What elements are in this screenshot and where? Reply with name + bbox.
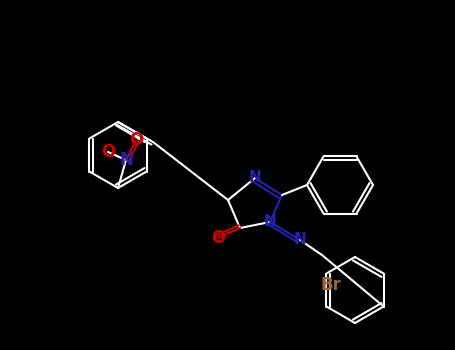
Text: O: O [211,229,225,247]
Text: N: N [263,215,276,230]
Text: Br: Br [321,276,342,294]
Text: O: O [129,131,143,149]
Text: N: N [119,151,133,169]
Text: N: N [293,232,306,247]
Text: O: O [101,143,115,161]
Text: N: N [248,170,261,186]
